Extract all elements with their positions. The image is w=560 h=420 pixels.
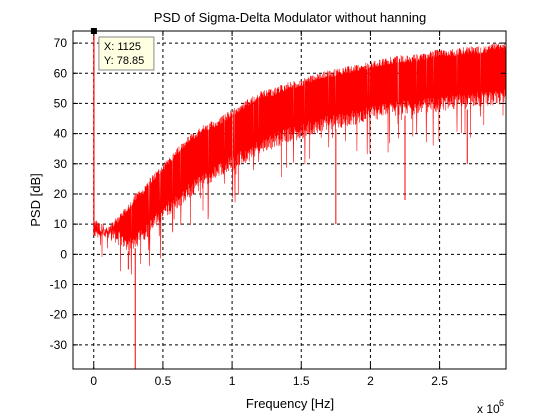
- datatip-y-value: Y: 78.85: [104, 55, 144, 67]
- y-tick-label: 30: [54, 157, 68, 171]
- psd-trace: [93, 43, 507, 275]
- datatip[interactable]: X: 1125 Y: 78.85: [90, 28, 155, 71]
- y-tick-label: -10: [50, 278, 68, 292]
- y-tick-label: 10: [54, 217, 68, 231]
- datatip-box[interactable]: [98, 36, 155, 71]
- x-tick-label: 2: [367, 374, 374, 388]
- x-tick-label: 1.5: [293, 374, 310, 388]
- y-axis-label: PSD [dB]: [28, 173, 43, 226]
- x-tick-label: 2.5: [431, 374, 448, 388]
- x-tick-label: 0: [90, 374, 97, 388]
- y-tick-label: -20: [50, 308, 68, 322]
- datatip-marker[interactable]: [90, 28, 97, 34]
- y-tick-label: 60: [54, 66, 68, 80]
- x-tick-label: 0.5: [155, 374, 172, 388]
- x-axis-label: Frequency [Hz]: [246, 396, 334, 411]
- x-axis-exponent-power: 6: [499, 398, 504, 408]
- x-tick-label: 1: [229, 374, 236, 388]
- y-tick-label: 20: [54, 187, 68, 201]
- ticks-layer: 0 0.5 1 1.5 2 2.5 -30 -20 -10 0 10 20 30 40 50 60 70: [50, 36, 449, 388]
- x-axis-exponent: x 10: [477, 402, 500, 416]
- y-tick-label: -30: [50, 338, 68, 352]
- chart-title: PSD of Sigma-Delta Modulator without han…: [154, 10, 426, 25]
- axes-layer: [72, 30, 507, 370]
- y-tick-label: 0: [60, 247, 67, 261]
- series-layer: [93, 31, 507, 369]
- plot-frame: [72, 30, 507, 370]
- y-tick-label: 50: [54, 96, 68, 110]
- datatip-x-value: X: 1125: [104, 41, 141, 53]
- y-tick-label: 40: [54, 127, 68, 141]
- y-tick-label: 70: [54, 36, 68, 50]
